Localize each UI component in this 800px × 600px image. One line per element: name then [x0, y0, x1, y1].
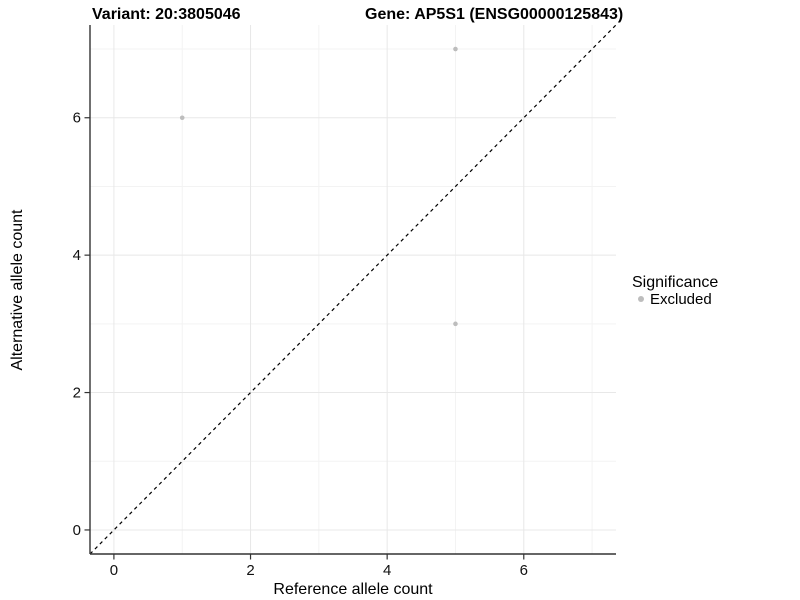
minor-gridlines: [90, 25, 616, 554]
y-axis-title: Alternative allele count: [9, 209, 26, 371]
y-tick-label: 2: [73, 385, 81, 402]
data-point: [453, 46, 458, 52]
y-tick-label: 6: [73, 110, 81, 127]
x-tick-label: 0: [110, 562, 118, 579]
legend-entry-label: Excluded: [650, 291, 712, 308]
x-tick-label: 4: [383, 562, 391, 579]
legend-title: Significance: [632, 274, 718, 291]
gene-title: Gene: AP5S1 (ENSG00000125843): [365, 6, 623, 23]
axis-lines: [89, 25, 616, 555]
x-tick-label: 2: [246, 562, 254, 579]
data-points: [179, 46, 458, 327]
x-axis-title: Reference allele count: [273, 581, 433, 598]
legend: Significance Excluded: [632, 274, 718, 308]
variant-title: Variant: 20:3805046: [92, 6, 241, 23]
y-tick-label: 4: [73, 247, 81, 264]
x-tick-label: 6: [520, 562, 528, 579]
x-axis-ticks: 0 2 4 6: [110, 554, 528, 579]
identity-dashed-line: [89, 24, 617, 555]
legend-entries: Excluded: [638, 291, 712, 308]
data-point: [179, 115, 185, 121]
legend-point-swatch: [638, 296, 644, 302]
data-point: [453, 321, 458, 327]
y-axis-ticks: 0 2 4 6: [73, 110, 90, 539]
major-gridlines: [90, 25, 616, 554]
identity-line: [89, 24, 617, 555]
y-tick-label: 0: [73, 522, 81, 539]
